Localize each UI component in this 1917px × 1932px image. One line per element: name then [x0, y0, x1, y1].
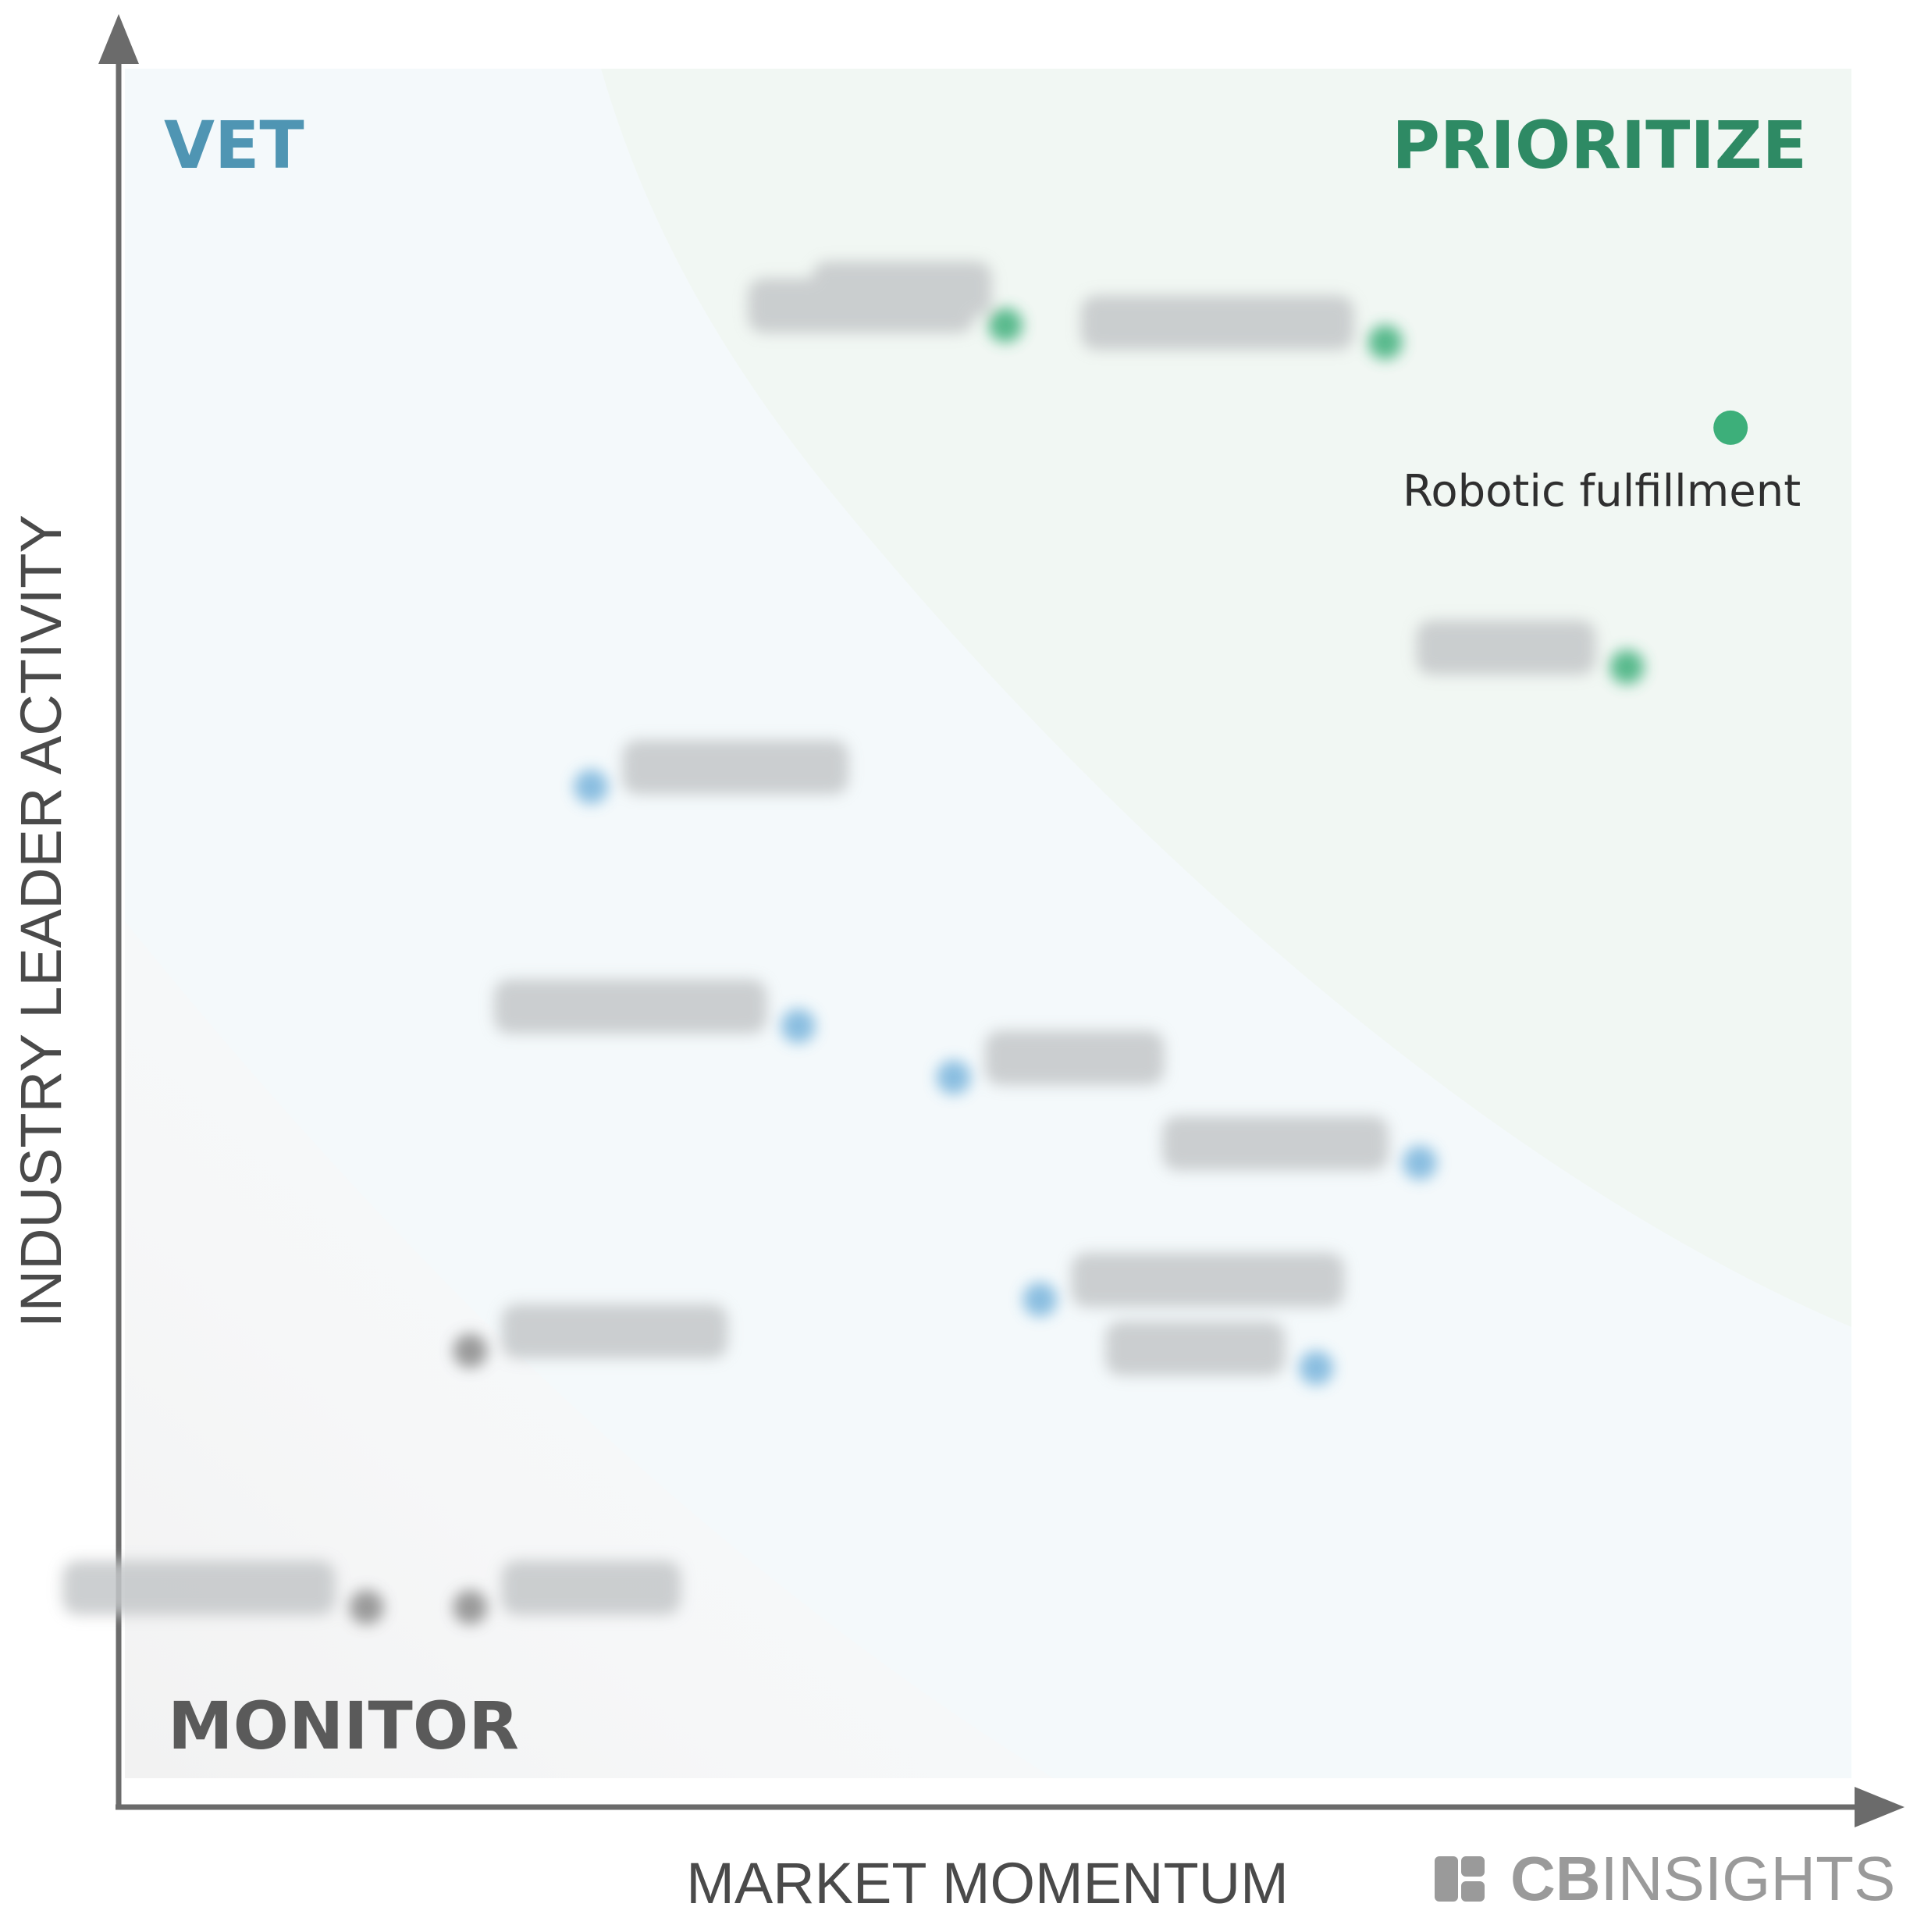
quadrant-label-vet: VET [164, 107, 304, 183]
logo-text-light: INSIGHTS [1601, 1844, 1896, 1913]
obscured-points [62, 261, 1645, 1624]
obscured-point-monitor [453, 1333, 488, 1368]
y-axis-title: INDUSTRY LEADER ACTIVITY [9, 514, 73, 1328]
quadrant-label-monitor: MONITOR [168, 1688, 519, 1764]
obscured-label [1080, 295, 1354, 350]
obscured-point-vet [1023, 1282, 1058, 1317]
prioritize-region [601, 69, 1851, 1327]
data-point-robotic-fulfillment [1713, 410, 1748, 445]
visible-points: Robotic fulfillment [1403, 410, 1801, 517]
obscured-label [1105, 1321, 1286, 1376]
obscured-point-monitor [453, 1590, 488, 1624]
obscured-point-prioritize [1368, 325, 1403, 360]
obscured-label [1416, 620, 1596, 675]
obscured-label [501, 1304, 728, 1359]
obscured-point-monitor [349, 1590, 384, 1624]
cbinsights-logo: CBINSIGHTS [1435, 1844, 1895, 1913]
data-label-robotic-fulfillment: Robotic fulfillment [1403, 466, 1801, 517]
obscured-label [493, 979, 767, 1034]
obscured-label [1071, 1252, 1345, 1308]
obscured-label [984, 1030, 1165, 1086]
obscured-point-vet [1403, 1145, 1437, 1180]
obscured-label [748, 278, 975, 333]
obscured-point-vet [936, 1060, 971, 1095]
logo-text-bold: CB [1510, 1844, 1601, 1913]
obscured-label [501, 1560, 681, 1615]
cbinsights-logo-icon [1435, 1856, 1485, 1902]
obscured-point-vet [574, 769, 609, 804]
x-axis-title: MARKET MOMENTUM [686, 1851, 1289, 1916]
y-axis-arrow [98, 14, 139, 64]
obscured-point-prioritize [1609, 649, 1645, 685]
x-axis-arrow [1855, 1787, 1905, 1827]
quadrant-backgrounds [125, 69, 1851, 1778]
obscured-label [622, 739, 849, 795]
obscured-label [62, 1560, 336, 1615]
obscured-label [1162, 1115, 1389, 1171]
cbinsights-logo-text: CBINSIGHTS [1510, 1844, 1895, 1913]
monitor-region [125, 921, 1054, 1778]
quadrant-label-prioritize: PRIORITIZE [1392, 107, 1807, 183]
obscured-point-vet [781, 1009, 816, 1044]
obscured-point-prioritize [988, 308, 1023, 343]
axes [98, 14, 1905, 1827]
obscured-point-vet [1299, 1350, 1334, 1386]
